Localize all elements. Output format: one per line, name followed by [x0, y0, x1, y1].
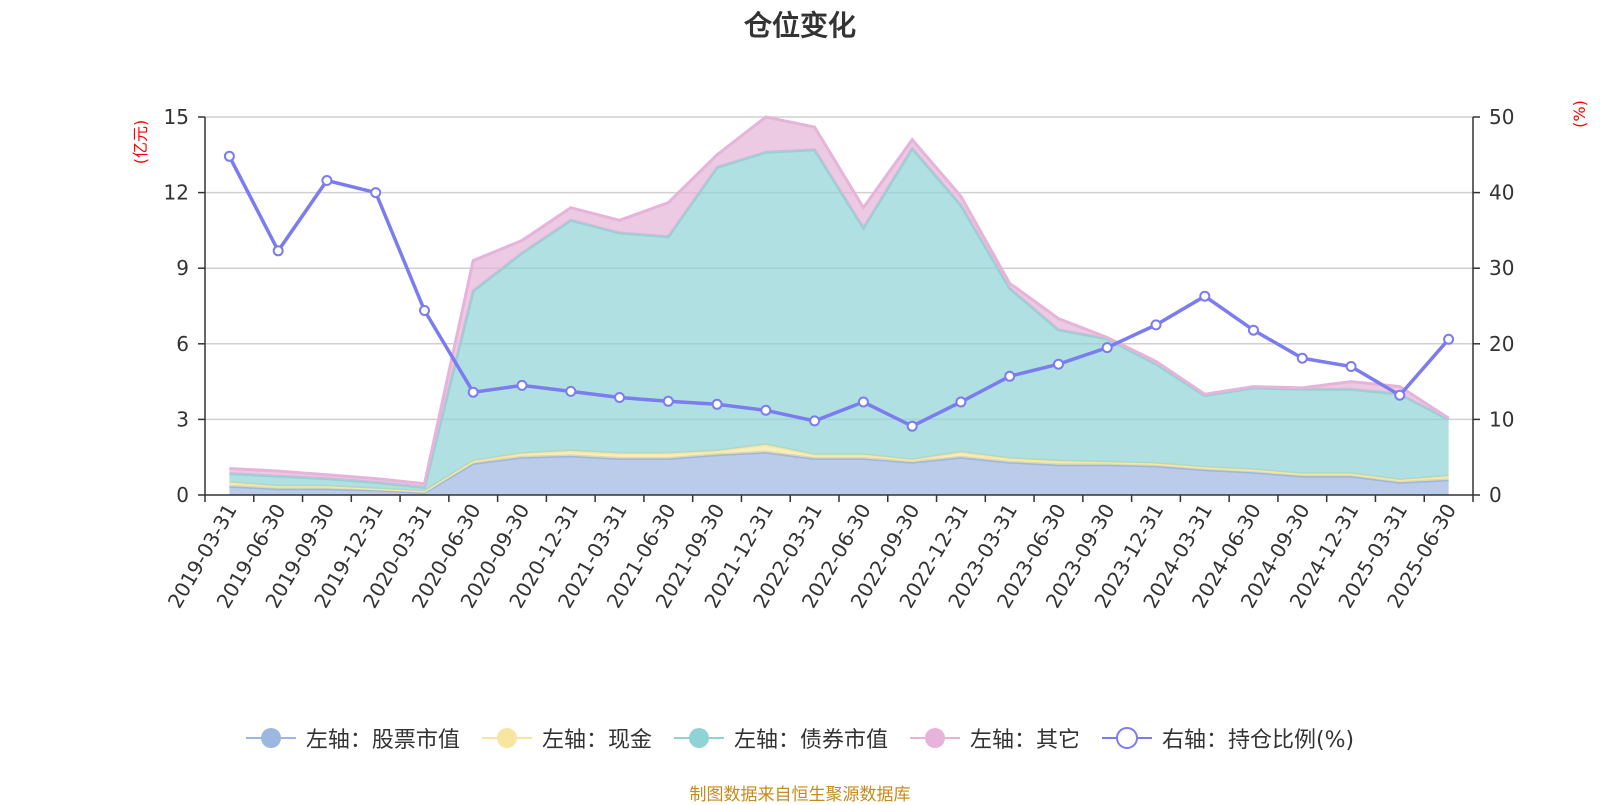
ratio-point [272, 245, 284, 257]
ratio-point [906, 420, 918, 432]
legend-label: 左轴：其它 [969, 728, 1080, 753]
ratio-point [223, 150, 235, 162]
legend-marker-icon [688, 728, 709, 748]
area-series-1 [229, 452, 1449, 495]
right-tick-label: 0 [1489, 483, 1502, 507]
left-axis-label: (亿元) [131, 120, 150, 165]
legend-item-2[interactable]: 左轴：现金 [481, 722, 652, 754]
left-tick-label: 12 [164, 181, 189, 205]
left-tick-label: 3 [176, 407, 189, 431]
ratio-point [321, 175, 333, 186]
left-tick-label: 6 [176, 332, 189, 356]
ratio-point [1394, 389, 1406, 401]
legend-marker-icon [496, 728, 517, 748]
ratio-point [1199, 290, 1211, 302]
legend-item-1[interactable]: 左轴：股票市值 [245, 722, 460, 754]
source-note: 制图数据来自恒生聚源数据库 [689, 785, 911, 805]
legend-marker-icon [924, 728, 945, 748]
right-axis-label: (%) [1570, 100, 1589, 128]
ratio-point [1296, 352, 1308, 364]
legend-label: 左轴：债券市值 [733, 728, 888, 753]
chart-title: 仓位变化 [743, 9, 856, 42]
right-tick-label: 50 [1489, 105, 1514, 129]
ratio-point [1443, 333, 1455, 345]
legend-label: 左轴：股票市值 [305, 728, 460, 753]
legend-swatch-icon [673, 728, 724, 748]
ratio-point [370, 187, 382, 199]
ratio-point [1053, 358, 1064, 370]
ratio-line [223, 150, 1455, 432]
ratio-point [1101, 342, 1113, 354]
ratio-point [565, 385, 577, 397]
area-series-2 [229, 444, 1449, 493]
ratio-point [516, 379, 528, 391]
legend-swatch-icon [909, 728, 960, 748]
ratio-point [857, 396, 869, 408]
ratio-point [662, 395, 674, 407]
right-tick-label: 20 [1489, 332, 1514, 356]
left-tick-label: 15 [164, 105, 189, 129]
legend-label: 左轴：现金 [541, 728, 652, 753]
legend-marker-icon [1115, 727, 1138, 749]
ratio-point [467, 386, 479, 398]
ratio-point [809, 415, 821, 427]
ratio-point [614, 392, 625, 403]
stacked-areas [229, 115, 1450, 495]
area-edge-4 [229, 115, 1450, 486]
ratio-point [1004, 370, 1016, 382]
ratio-point [1150, 319, 1162, 331]
ratio-point [1345, 361, 1357, 372]
legend-label: 右轴：持仓比例(%) [1161, 728, 1355, 753]
legend-swatch-icon [245, 728, 296, 748]
legend-marker-icon [260, 728, 281, 748]
ratio-point [955, 396, 967, 408]
left-tick-label: 9 [176, 256, 189, 280]
ratio-point [760, 404, 772, 416]
ratio-point [1248, 324, 1259, 336]
right-tick-label: 10 [1489, 407, 1514, 431]
ratio-point [419, 305, 430, 316]
area-series-3 [229, 148, 1449, 492]
legend-item-4[interactable]: 左轴：其它 [909, 722, 1080, 754]
ratio-point [711, 398, 723, 410]
legend: 左轴：股票市值 左轴：现金 左轴：债券市值 左轴：其它 右轴：持仓比例(%) [0, 722, 1600, 754]
ratio-line-path [227, 155, 1450, 429]
right-tick-label: 30 [1489, 256, 1514, 280]
right-tick-label: 40 [1489, 181, 1514, 205]
legend-swatch-icon [481, 728, 532, 748]
legend-item-5[interactable]: 右轴：持仓比例(%) [1101, 722, 1355, 754]
legend-item-3[interactable]: 左轴：债券市值 [673, 722, 888, 754]
legend-swatch-icon [1101, 727, 1152, 749]
left-tick-label: 0 [176, 483, 189, 507]
